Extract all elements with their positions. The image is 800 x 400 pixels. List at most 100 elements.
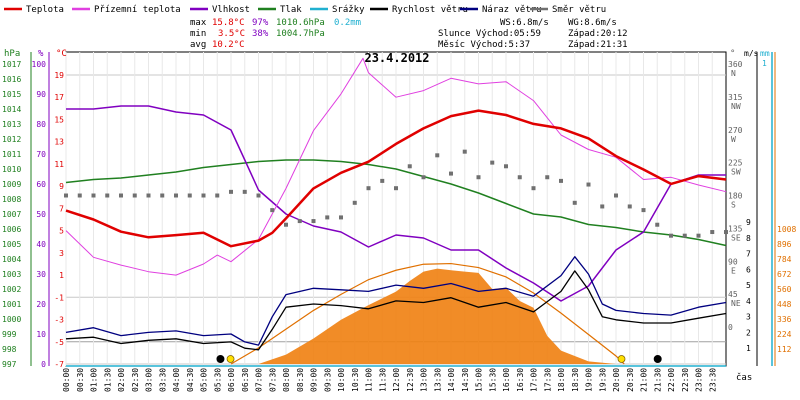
ms-tick-label: 7 — [746, 250, 751, 259]
direction-compass-label: NE — [731, 299, 741, 308]
percent-tick-label: 40 — [36, 240, 46, 249]
x-tick-label: 19:30 — [598, 368, 607, 392]
celsius-tick-label: 3 — [59, 249, 64, 258]
series-humidity-line — [66, 105, 726, 302]
direction-tick-label: 270 — [728, 126, 743, 135]
percent-tick-label: 20 — [36, 300, 46, 309]
wind-direction-point — [655, 222, 660, 227]
x-tick-label: 10:00 — [337, 368, 346, 392]
series-temperature-line — [65, 109, 727, 248]
direction-compass-label: W — [731, 135, 736, 144]
direction-compass-label: E — [731, 266, 736, 275]
wind-direction-point — [531, 186, 536, 191]
stat-max-press: 1010.6hPa — [276, 18, 325, 28]
legend-label-press: Tlak — [280, 5, 302, 15]
wind-direction-point — [201, 193, 206, 198]
wind-direction-point — [119, 193, 123, 198]
x-tick-label: 16:30 — [516, 368, 525, 392]
hpa-tick-label: 1003 — [2, 270, 21, 279]
wind-direction-point — [394, 186, 398, 191]
direction-compass-label: N — [731, 69, 736, 78]
percent-tick-label: 70 — [36, 150, 46, 159]
ms-axis-label: m/s — [744, 49, 759, 58]
x-tick-label: 11:00 — [365, 368, 374, 392]
wind-direction-point — [146, 193, 151, 198]
hpa-tick-label: 999 — [2, 330, 17, 339]
hpa-tick-label: 1007 — [2, 210, 21, 219]
ms-tick-label: 2 — [746, 328, 751, 337]
celsius-tick-label: 17 — [54, 93, 64, 102]
direction-tick-label: 135 — [728, 224, 743, 233]
moonset-marker — [653, 355, 662, 363]
celsius-tick-label: -5 — [54, 338, 64, 347]
hpa-axis-label: hPa — [4, 49, 20, 59]
celsius-tick-label: 1 — [59, 271, 64, 280]
legend-label-wind: Rychlost větru — [392, 5, 468, 15]
stat-max-temp: 15.8°C — [212, 18, 245, 28]
stat-min-label: min — [190, 29, 206, 39]
x-tick-label: 23:00 — [695, 368, 704, 392]
hpa-tick-label: 1010 — [2, 165, 21, 174]
legend-label-temp: Teplota — [26, 5, 64, 15]
solar-tick-label: 224 — [777, 330, 792, 339]
hpa-tick-label: 1017 — [2, 60, 21, 69]
direction-compass-label: NW — [731, 102, 741, 111]
direction-tick-label: 360 — [728, 60, 743, 69]
x-tick-label: 19:00 — [585, 368, 594, 392]
percent-tick-label: 60 — [36, 180, 46, 189]
ms-tick-label: 8 — [746, 234, 751, 243]
hpa-tick-label: 1002 — [2, 285, 21, 294]
x-tick-label: 06:00 — [227, 368, 236, 392]
x-tick-label: 18:30 — [571, 368, 580, 392]
wind-direction-point — [641, 208, 646, 213]
x-tick-label: 17:00 — [530, 368, 539, 392]
x-tick-label: 01:00 — [90, 368, 99, 392]
wind-direction-point — [297, 219, 302, 224]
x-tick-label: 21:30 — [653, 368, 662, 392]
direction-tick-label: 45 — [728, 290, 738, 299]
celsius-tick-label: -1 — [54, 293, 64, 302]
x-axis-label: čas — [736, 372, 752, 383]
ms-tick-label: 6 — [746, 265, 751, 274]
sun-rise-text: Slunce Východ:05:59 — [438, 29, 541, 39]
direction-axis-label: ° — [730, 49, 735, 59]
celsius-tick-label: 13 — [54, 138, 64, 147]
moonrise-marker — [216, 355, 225, 363]
wind-direction-point — [187, 193, 192, 198]
wind-direction-point — [462, 149, 467, 154]
celsius-tick-label: 19 — [54, 71, 64, 80]
celsius-tick-label: 9 — [59, 182, 64, 191]
celsius-tick-label: -3 — [54, 316, 64, 325]
wind-gust-stat: WG:8.6m/s — [568, 18, 617, 28]
hpa-tick-label: 997 — [2, 360, 17, 369]
percent-tick-label: 30 — [36, 270, 46, 279]
x-tick-label: 04:30 — [186, 368, 195, 392]
percent-axis-label: % — [38, 49, 44, 59]
wind-direction-point — [229, 189, 233, 194]
x-tick-label: 12:30 — [406, 368, 415, 392]
hpa-tick-label: 1015 — [2, 90, 21, 99]
stat-avg-label: avg — [190, 40, 206, 50]
stat-min-hum: 38% — [252, 29, 269, 39]
wind-direction-point — [559, 178, 563, 183]
hpa-tick-label: 1009 — [2, 180, 21, 189]
solar-tick-label: 560 — [777, 285, 792, 294]
wind-direction-point — [696, 233, 701, 238]
hpa-tick-label: 1014 — [2, 105, 21, 114]
wind-direction-point — [215, 193, 220, 198]
celsius-tick-label: -7 — [54, 360, 64, 369]
hpa-tick-label: 1016 — [2, 75, 21, 84]
solar-tick-label: 672 — [777, 270, 792, 279]
x-tick-label: 03:00 — [145, 368, 154, 392]
x-tick-label: 18:00 — [557, 368, 566, 392]
direction-compass-label: SW — [731, 168, 741, 177]
series-ground-temp-line — [65, 57, 727, 276]
direction-compass-label: SE — [731, 233, 741, 242]
x-tick-label: 07:30 — [268, 368, 277, 392]
x-tick-label: 08:00 — [282, 368, 291, 392]
x-tick-label: 15:30 — [488, 368, 497, 392]
hpa-tick-label: 1012 — [2, 135, 21, 144]
ms-tick-label: 1 — [746, 344, 751, 353]
wind-direction-point — [311, 219, 316, 224]
